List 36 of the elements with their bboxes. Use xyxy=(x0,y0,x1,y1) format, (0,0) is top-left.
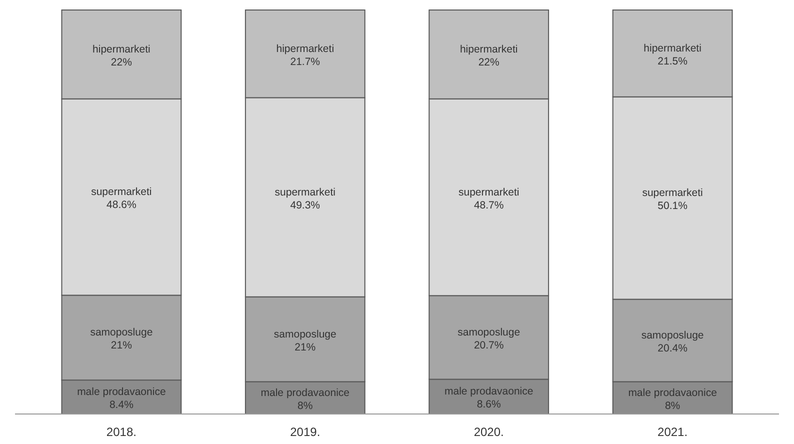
data-label: 21% xyxy=(294,341,316,354)
data-label: 8% xyxy=(298,400,313,412)
data-label: 21.5% xyxy=(658,55,688,68)
data-label: 8% xyxy=(664,400,680,412)
text: supermarketi xyxy=(91,186,152,198)
data-label: 48.6% xyxy=(106,199,136,212)
data-label: 21% xyxy=(110,340,132,352)
text: samoposluge xyxy=(458,326,520,338)
text: male prodavaonice xyxy=(77,386,166,398)
data-label: 22% xyxy=(478,56,500,68)
data-label: 22% xyxy=(110,56,132,68)
data-label: 8.4% xyxy=(109,399,134,412)
data-label: 49.3% xyxy=(290,199,320,212)
text: supermarketi xyxy=(642,187,703,200)
series-label: hipermarketi xyxy=(276,42,334,55)
text: samoposluge xyxy=(641,329,704,342)
series-label: samoposluge xyxy=(274,328,337,340)
data-label: 50.1% xyxy=(658,200,688,212)
data-label: 8.6% xyxy=(476,398,501,411)
data-label: 20.4% xyxy=(658,342,688,354)
series-label: male prodavaonice xyxy=(260,386,350,399)
text: hipermarketi xyxy=(92,43,150,56)
text: supermarketi xyxy=(274,186,336,198)
text: male prodavaonice xyxy=(628,386,717,399)
text: hipermarketi xyxy=(460,43,518,56)
data-label: 48.7% xyxy=(474,199,504,212)
x-tick-label: 2020. xyxy=(474,425,504,439)
x-tick-label: 2021. xyxy=(658,425,688,439)
x-tick-label: 2019. xyxy=(290,425,320,439)
x-tick-label: 2018. xyxy=(106,425,136,439)
series-label: supermarketi xyxy=(458,186,520,198)
data-label: 20.7% xyxy=(474,339,504,352)
text: male prodavaonice xyxy=(444,386,534,398)
text: samoposluge xyxy=(90,326,153,339)
data-label: 21.7% xyxy=(290,56,320,68)
text: hipermarketi xyxy=(644,42,702,54)
